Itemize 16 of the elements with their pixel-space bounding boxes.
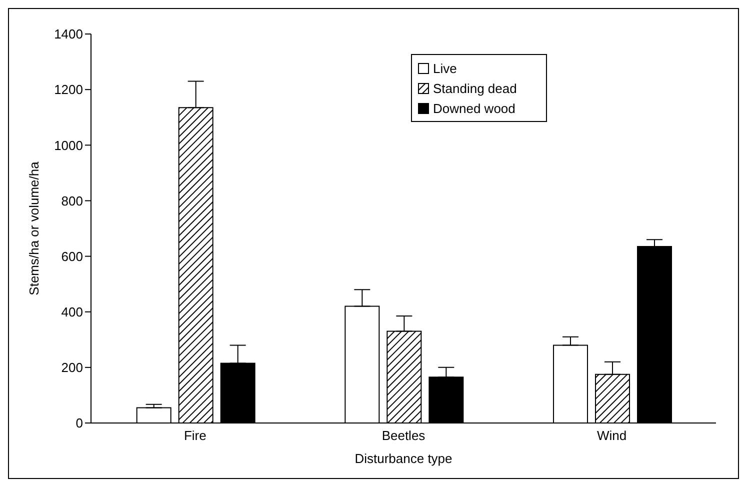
legend-label: Live bbox=[433, 60, 457, 76]
y-tick-label: 400 bbox=[61, 304, 83, 320]
y-tick-label: 1000 bbox=[54, 138, 83, 153]
legend-label: Standing dead bbox=[433, 80, 517, 96]
y-tick-label: 0 bbox=[76, 416, 83, 431]
legend-label: Downed wood bbox=[433, 100, 516, 116]
y-tick-label: 600 bbox=[61, 248, 83, 264]
y-tick-label: 800 bbox=[61, 193, 83, 208]
x-tick-label: Fire bbox=[184, 428, 206, 444]
y-tick-label: 200 bbox=[61, 360, 83, 376]
y-tick-label: 1400 bbox=[54, 26, 83, 42]
x-tick-label: Wind bbox=[597, 428, 627, 444]
x-tick-label: Beetles bbox=[382, 428, 426, 444]
x-axis-title: Disturbance type bbox=[354, 451, 452, 466]
y-tick-label: 1200 bbox=[54, 82, 83, 98]
y-axis-title: Stems/ha or volume/ha bbox=[26, 160, 42, 296]
